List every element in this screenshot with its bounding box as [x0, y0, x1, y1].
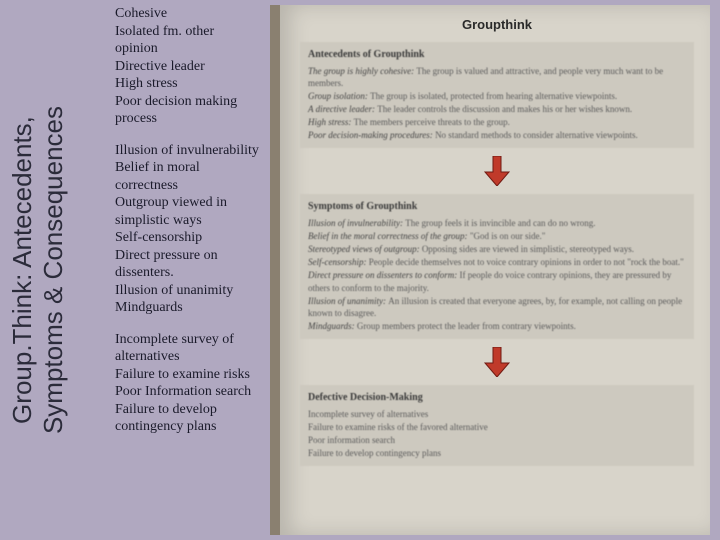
- title-line-2: Symptoms & Consequences: [38, 10, 69, 530]
- book-section-body: Incomplete survey of alternativesFailure…: [308, 408, 686, 460]
- book-figure-title: Groupthink: [300, 17, 694, 32]
- symptoms-block: Illusion of invulnerabilityBelief in mor…: [115, 142, 260, 317]
- down-arrow-icon: [483, 347, 511, 377]
- book-section-antecedents: Antecedents of Groupthink The group is h…: [300, 42, 694, 148]
- textbook-figure: Groupthink Antecedents of Groupthink The…: [270, 5, 710, 535]
- book-section-defective: Defective Decision-Making Incomplete sur…: [300, 385, 694, 466]
- down-arrow-icon: [483, 156, 511, 186]
- antecedents-block: CohesiveIsolated fm. other opinionDirect…: [115, 5, 260, 128]
- title-line-1: Group.Think: Antecedents,: [7, 10, 38, 530]
- book-section-head: Symptoms of Groupthink: [308, 200, 686, 214]
- book-section-head: Defective Decision-Making: [308, 391, 686, 405]
- slide-title: Group.Think: Antecedents, Symptoms & Con…: [7, 10, 69, 530]
- book-section-symptoms: Symptoms of Groupthink Illusion of invul…: [300, 194, 694, 339]
- book-section-head: Antecedents of Groupthink: [308, 48, 686, 62]
- book-section-body: The group is highly cohesive: The group …: [308, 65, 686, 142]
- book-section-body: Illusion of invulnerability: The group f…: [308, 217, 686, 332]
- content-column: CohesiveIsolated fm. other opinionDirect…: [115, 5, 260, 436]
- consequences-block: Incomplete survey of alternativesFailure…: [115, 331, 260, 436]
